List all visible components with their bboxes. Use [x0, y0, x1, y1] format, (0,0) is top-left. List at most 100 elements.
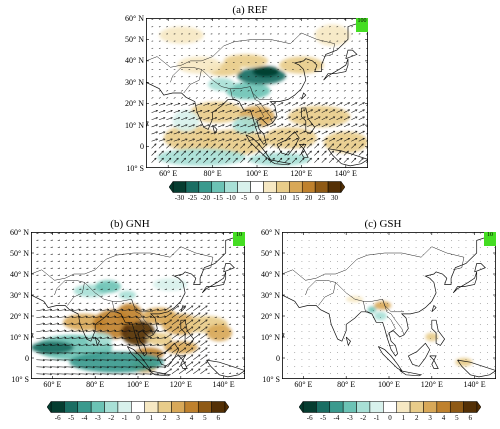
wind-vector-head: [135, 315, 138, 318]
wind-vector: [314, 143, 320, 149]
colorbar-label: -5: [241, 194, 247, 202]
wind-vector-head: [230, 337, 232, 339]
wind-vector-head: [44, 253, 46, 255]
colorbar-label: 0: [255, 194, 259, 202]
wind-vector-head: [316, 150, 320, 153]
wind-vector-head: [51, 302, 54, 304]
wind-vector: [86, 330, 95, 333]
wind-vector-head: [94, 253, 96, 255]
colorbar-label: -1: [373, 414, 380, 422]
wind-vector-head: [135, 351, 139, 355]
wind-vector: [121, 323, 131, 326]
wind-vector: [210, 97, 213, 99]
wind-vector: [240, 110, 247, 113]
wind-vector-head: [214, 138, 218, 141]
wind-vector-head: [318, 116, 321, 119]
wind-vector: [121, 344, 131, 347]
border: [305, 246, 465, 281]
wind-vector-head: [37, 267, 39, 269]
wind-vector-head: [177, 124, 181, 127]
wind-vector-head: [208, 232, 211, 234]
wind-vector-head: [207, 124, 210, 127]
wind-vector-head: [222, 131, 225, 134]
panel-c-title: (c) GSH: [364, 218, 402, 230]
wind-vector-head: [144, 295, 146, 297]
wind-vector: [178, 319, 187, 325]
wind-vector-head: [173, 232, 175, 234]
wind-vector: [86, 344, 95, 347]
wind-vector-head: [116, 281, 118, 283]
wind-vector-head: [108, 281, 111, 283]
wind-vector-head: [44, 295, 46, 297]
border: [250, 86, 273, 124]
wind-vector: [129, 330, 138, 333]
wind-vector: [232, 124, 240, 128]
wind-vector-head: [108, 260, 111, 262]
wind-vector: [336, 130, 343, 135]
wind-vector: [43, 344, 52, 347]
wind-vector-head: [71, 308, 74, 311]
lat-label: 30° N: [10, 290, 29, 300]
wind-vector: [247, 90, 250, 92]
wind-vector-head: [223, 358, 225, 360]
wind-vector-head: [106, 308, 110, 311]
wind-vector: [114, 316, 124, 319]
wind-vector-head: [242, 157, 246, 161]
wind-vector-head: [44, 232, 46, 234]
wind-vector: [171, 368, 179, 374]
wind-vector-head: [191, 333, 194, 336]
wind-vector-head: [198, 368, 201, 371]
wind-vector: [358, 143, 364, 149]
wind-vector-head: [94, 239, 96, 241]
colorbar-swatch: [316, 401, 331, 413]
wind-vector: [129, 344, 138, 347]
wind-vector: [351, 143, 357, 149]
wind-vector-head: [142, 372, 146, 376]
wind-vector: [178, 347, 187, 353]
wind-vector: [351, 157, 357, 163]
wind-vector: [158, 131, 166, 135]
wind-vector-head: [58, 302, 61, 304]
wind-vector: [166, 110, 173, 113]
colorbar-swatch: [436, 401, 451, 413]
wind-vector-head: [151, 302, 153, 304]
wind-vector: [262, 103, 269, 106]
wind-vector-head: [137, 267, 139, 269]
wind-vector-head: [156, 343, 160, 346]
lat-label: 10° S: [262, 374, 280, 384]
colorbar-swatch: [50, 401, 65, 413]
wind-vector-head: [215, 274, 218, 276]
wind-vector-head: [332, 137, 336, 141]
colorbar-end: [299, 401, 304, 413]
shading-blob: [159, 26, 204, 44]
wind-vector: [321, 130, 328, 135]
wind-vector-head: [192, 131, 196, 134]
lat-label: 10° N: [10, 332, 29, 342]
wind-vector: [255, 138, 262, 142]
wind-vector: [262, 117, 269, 121]
wind-vector: [203, 97, 206, 99]
wind-vector-head: [180, 295, 182, 297]
wind-vector-head: [144, 239, 146, 241]
wind-vector: [171, 305, 179, 311]
wind-vector-head: [121, 322, 124, 325]
wind-vector: [336, 102, 343, 106]
lat-label: 10° S: [11, 374, 29, 384]
wind-vector: [225, 82, 228, 85]
wind-vector-head: [200, 138, 203, 141]
wind-vector: [64, 323, 74, 326]
wind-vector: [299, 157, 305, 163]
wind-vector: [195, 117, 203, 121]
wind-vector-head: [87, 295, 89, 297]
wind-vector: [50, 309, 60, 312]
wind-vector-head: [237, 102, 240, 106]
wind-vector-head: [123, 232, 125, 234]
shading-blob: [146, 332, 173, 346]
wind-vector-head: [169, 361, 173, 364]
wind-vector-head: [123, 267, 125, 269]
wind-vector: [255, 82, 258, 85]
wind-vector-head: [99, 329, 103, 332]
wind-vector: [100, 309, 109, 312]
wind-vector-head: [176, 333, 180, 336]
colorbar-swatch: [90, 401, 105, 413]
